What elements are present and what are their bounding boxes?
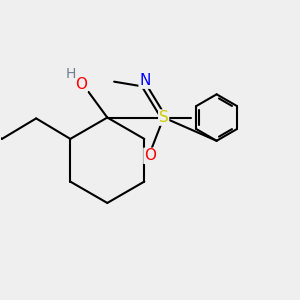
Text: O: O: [75, 77, 87, 92]
Text: O: O: [144, 148, 156, 163]
Text: H: H: [66, 67, 76, 81]
Text: S: S: [159, 110, 169, 125]
Text: N: N: [139, 73, 151, 88]
